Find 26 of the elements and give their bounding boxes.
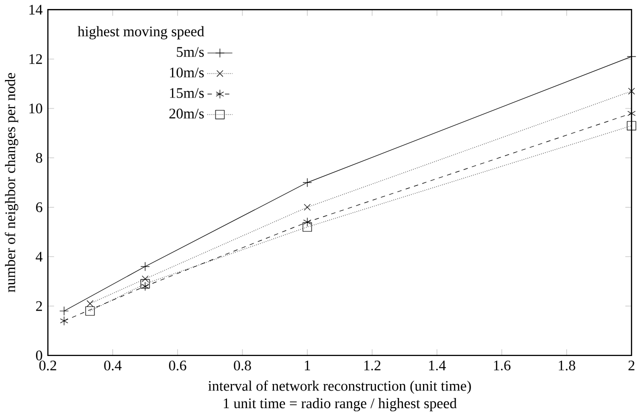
x-tick-label: 0.2 [39, 360, 56, 370]
x-tick-label: 0.8 [234, 360, 251, 370]
legend-label: 10m/s [170, 68, 204, 78]
x-axis-title: interval of network reconstruction (unit time) [208, 380, 471, 394]
x-tick-label: 0.6 [169, 360, 186, 370]
y-tick-label: 6 [36, 202, 42, 212]
y-tick-label: 12 [29, 54, 42, 64]
legend-label: 15m/s [170, 88, 204, 98]
x-tick-label: 1.2 [364, 360, 380, 370]
text: 1 unit time = radio range / highest speed [224, 398, 457, 412]
legend-label: 5m/s [176, 47, 204, 57]
x-tick-label: 1 [304, 360, 310, 370]
y-tick-label: 14 [29, 4, 43, 14]
legend-label: 20m/s [169, 108, 204, 118]
x-tick-label: 1.6 [494, 360, 510, 370]
y-tick-label: 4 [36, 252, 43, 262]
y-tick-label: 2 [36, 301, 42, 311]
x-tick-label: 1.8 [558, 360, 576, 370]
y-axis-title: number of neighbor changes per node [4, 72, 18, 292]
x-tick-label: 1.4 [429, 360, 446, 370]
y-tick-label: 0 [36, 350, 42, 360]
x-tick-label: 0.4 [104, 360, 122, 370]
legend-title: highest moving speed [78, 26, 204, 40]
x-tick-label: 2 [628, 360, 634, 370]
y-tick-label: 8 [36, 152, 42, 163]
y-tick-label: 10 [29, 104, 42, 114]
